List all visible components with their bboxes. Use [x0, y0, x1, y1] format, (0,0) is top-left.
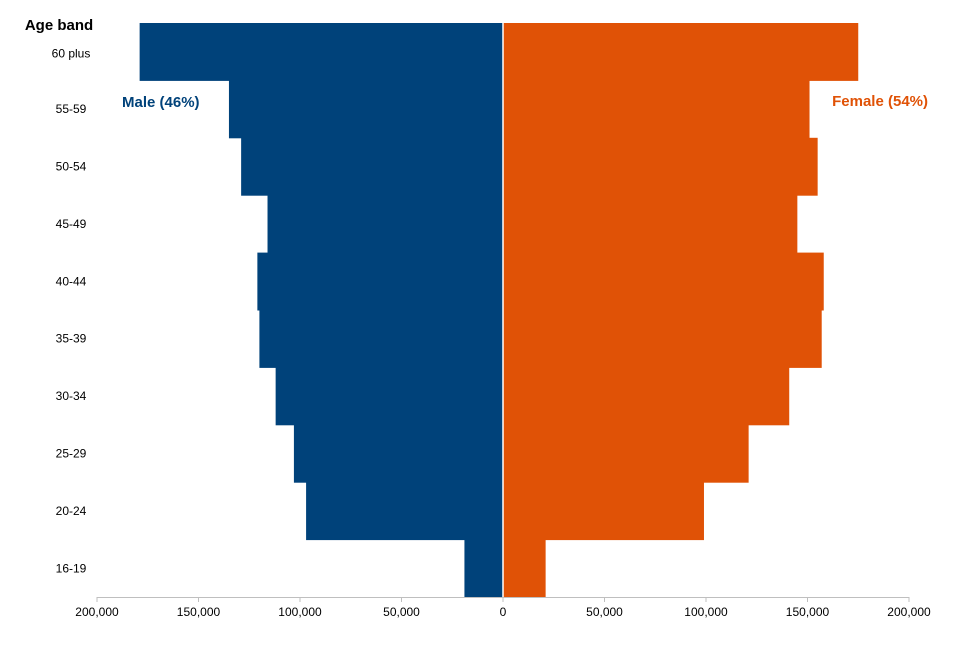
x-tick-label: 50,000: [383, 605, 420, 619]
male-bar-50-54: [241, 137, 503, 196]
male-series-label: Male (46%): [122, 94, 200, 111]
male-bar-40-44: [257, 252, 503, 311]
age-band-label: 60 plus: [52, 47, 91, 61]
bars-layer: [139, 23, 859, 598]
female-bar-50-54: [503, 137, 818, 196]
male-bar-20-24: [306, 482, 503, 541]
labels-layer: Age band Male (46%) Female (54%) 60 plus…: [25, 17, 928, 575]
male-bar-16-19: [464, 539, 503, 598]
x-tick-label: 200,000: [75, 605, 119, 619]
x-tick-label: 100,000: [278, 605, 322, 619]
age-band-label: 45-49: [56, 217, 87, 231]
age-band-label: 25-29: [56, 447, 87, 461]
male-bar-55-59: [228, 80, 503, 139]
female-bar-25-29: [503, 424, 749, 483]
age-band-label: 40-44: [56, 274, 87, 288]
male-bar-45-49: [267, 195, 503, 254]
female-bar-40-44: [503, 252, 824, 311]
x-tick-label: 200,000: [887, 605, 931, 619]
age-band-label: 55-59: [56, 102, 87, 116]
female-series-label: Female (54%): [832, 93, 928, 110]
female-bar-55-59: [503, 80, 810, 139]
x-tick-label: 150,000: [177, 605, 221, 619]
age-band-label: 50-54: [56, 160, 87, 174]
female-bar-35-39: [503, 310, 822, 368]
age-band-label: 20-24: [56, 504, 87, 518]
male-bar-60-plus: [139, 23, 503, 81]
male-bar-25-29: [293, 424, 503, 483]
axis-layer: 200,000 150,000 100,000 50,000 0 50,000 100,00…: [75, 597, 931, 619]
age-band-label: 35-39: [56, 332, 87, 346]
female-bar-60-plus: [503, 23, 859, 81]
female-bar-16-19: [503, 539, 546, 598]
male-bar-35-39: [259, 310, 503, 368]
male-bar-30-34: [275, 367, 503, 426]
x-tick-label: 150,000: [786, 605, 830, 619]
female-bar-30-34: [503, 367, 790, 426]
age-band-label: 30-34: [56, 389, 87, 403]
age-band-label: 16-19: [56, 561, 87, 575]
female-bar-45-49: [503, 195, 798, 254]
x-tick-label: 50,000: [586, 605, 623, 619]
x-tick-label: 0: [500, 605, 507, 619]
y-axis-title: Age band: [25, 17, 93, 34]
x-tick-label: 100,000: [684, 605, 728, 619]
female-bar-20-24: [503, 482, 704, 541]
